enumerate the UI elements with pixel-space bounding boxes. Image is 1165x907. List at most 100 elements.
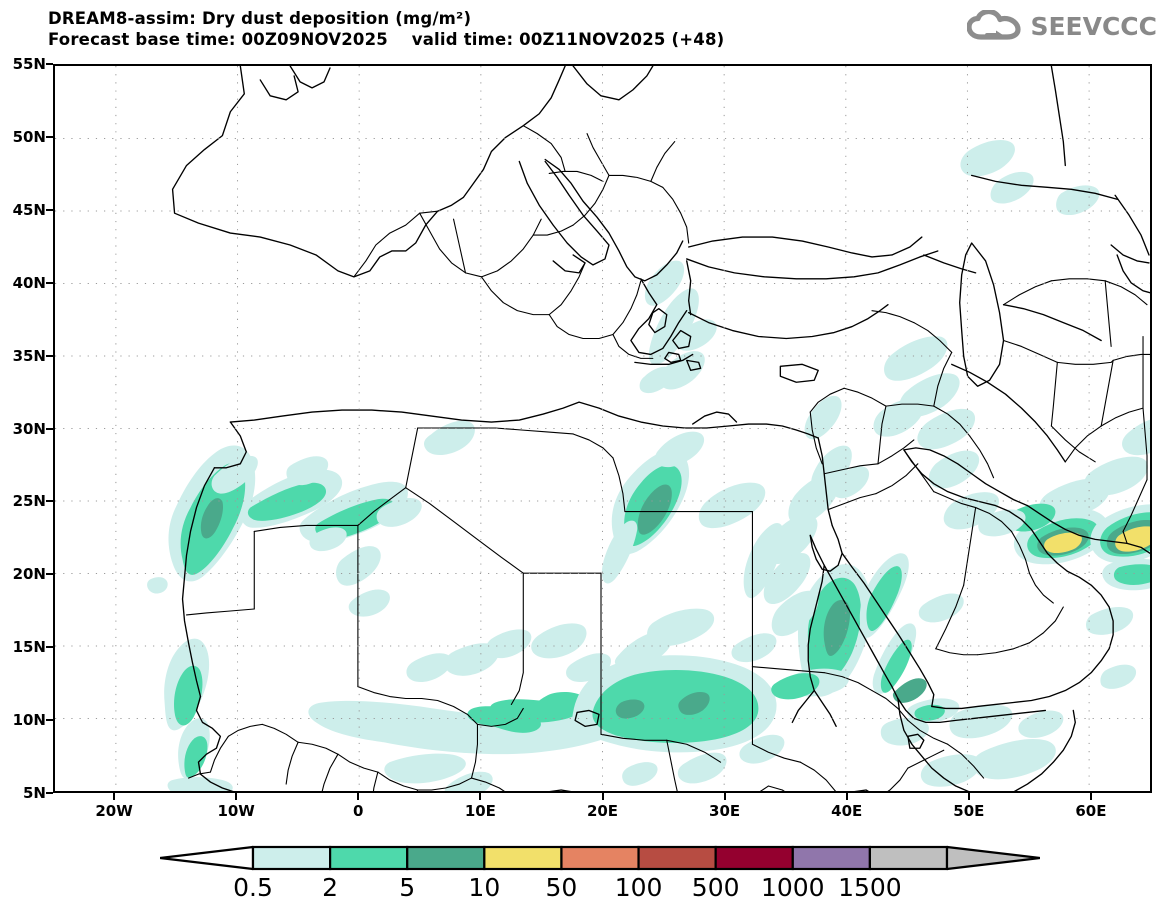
colorbar xyxy=(160,845,1040,873)
lon-tick-label-30E: 30E xyxy=(709,802,741,820)
cloud-icon xyxy=(967,10,1022,40)
contour-0p5-aegean xyxy=(648,288,699,365)
contour-0p5-hormuz-w xyxy=(978,509,1026,537)
contour-0p5-msahara xyxy=(309,527,347,552)
colorbar-label-0.5: 0.5 xyxy=(233,873,273,902)
colorbar-bin-50-100 xyxy=(560,845,640,871)
colorbar-bin-0.5-2 xyxy=(251,845,332,871)
lat-tick-mark xyxy=(46,427,53,430)
contour-0p5-algeria-c xyxy=(424,420,475,456)
lon-tick-mark xyxy=(235,793,238,800)
contour-0p5-ethiopia-s xyxy=(920,754,981,787)
lon-tick-mark xyxy=(845,793,848,800)
map-plot-area xyxy=(53,64,1152,793)
contour-0p5-levant xyxy=(804,395,842,440)
colorbar-label-100: 100 xyxy=(614,873,663,902)
forecast-time-subtitle: Forecast base time: 00Z09NOV2025 valid t… xyxy=(48,30,725,50)
lon-tick-mark xyxy=(1089,793,1092,800)
contour-0p5-morocco-s xyxy=(286,456,329,486)
lat-tick-mark xyxy=(46,573,53,576)
lon-tick-label-0: 0 xyxy=(353,802,364,820)
contour-0p5-crete xyxy=(639,366,674,394)
contour-2-chad-sudan xyxy=(592,669,759,743)
chart-title-block: DREAM8-assim: Dry dust deposition (mg/m²… xyxy=(48,8,724,51)
colorbar-label-1500: 1500 xyxy=(838,873,902,902)
lat-tick-mark xyxy=(46,135,53,138)
lat-tick-label-15N: 15N xyxy=(12,638,46,657)
lon-tick-label-40E: 40E xyxy=(831,802,863,820)
contour-2-makran-e-s xyxy=(1113,564,1150,585)
contour-0p5-jordan-e xyxy=(831,466,870,499)
colorbar-under-arrow xyxy=(160,845,255,871)
contour-5-esudan xyxy=(823,599,851,656)
lat-tick-mark xyxy=(46,646,53,649)
contour-0p5-somalia xyxy=(972,739,1056,780)
lat-tick-label-25N: 25N xyxy=(12,492,46,511)
contour-5-wsahara xyxy=(200,498,224,539)
contour-2-djibouti xyxy=(914,704,945,721)
colorbar-bin-1000-1500 xyxy=(791,845,871,871)
contour-2-gambia xyxy=(184,736,208,778)
contour-0p5-egypt-s2 xyxy=(771,590,819,637)
contour-2-redsea xyxy=(866,566,902,632)
lat-tick-label-50N: 50N xyxy=(12,127,46,146)
lat-tick-mark xyxy=(46,208,53,211)
contour-0p5-caspian-n xyxy=(990,171,1034,204)
contour-0p5-mali-e xyxy=(406,653,452,683)
seevccc-logo: SEEVCCC xyxy=(967,10,1157,42)
lon-tick-mark xyxy=(723,793,726,800)
lat-tick-label-45N: 45N xyxy=(12,200,46,219)
lat-tick-label-5N: 5N xyxy=(23,784,46,802)
lon-tick-label-60E: 60E xyxy=(1075,802,1107,820)
contour-0p5-aden xyxy=(949,704,1013,739)
lon-tick-label-50E: 50E xyxy=(953,802,985,820)
colorbar-label-500: 500 xyxy=(691,873,740,902)
contour-2-senegal xyxy=(174,665,203,726)
contour-0p5-iraq-s xyxy=(917,408,976,450)
page-title: DREAM8-assim: Dry dust deposition (mg/m²… xyxy=(48,9,472,28)
lat-tick-mark xyxy=(46,792,53,794)
lon-tick-mark xyxy=(479,793,482,800)
contour-0p5-egypt-nile xyxy=(766,514,818,564)
contour-5-chad xyxy=(678,692,710,715)
colorbar-bin->1500 xyxy=(868,845,949,871)
contour-5-eritrea xyxy=(892,678,927,703)
gridlines xyxy=(55,66,1150,791)
contour-0p5-jordan xyxy=(811,445,852,491)
contour-0p5-niger-n2 xyxy=(444,643,499,676)
contour-0p5-sudan-w xyxy=(731,633,777,663)
dust-contour-field xyxy=(147,140,1150,791)
contour-0p5-oman xyxy=(1086,607,1134,635)
lon-tick-label-20E: 20E xyxy=(586,802,619,820)
lat-tick-mark xyxy=(46,354,53,357)
lat-tick-mark xyxy=(46,63,53,65)
contour-5-chad-core2 xyxy=(615,699,645,719)
colorbar-bin-10-50 xyxy=(483,845,563,871)
contour-0p5-cyrenaica xyxy=(698,482,766,529)
colorbar-bin-2-5 xyxy=(329,845,409,871)
contour-0p5-libya-tail xyxy=(601,520,638,584)
contour-0p5-cameroon xyxy=(622,762,658,786)
lon-tick-mark xyxy=(967,793,970,800)
lat-tick-label-35N: 35N xyxy=(12,346,46,365)
contour-0p5-gulf-n xyxy=(928,450,980,489)
contour-2-esudan-s xyxy=(771,673,820,700)
contour-0p5-chad-n2 xyxy=(647,608,715,647)
lon-tick-mark xyxy=(357,793,360,800)
lon-tick-label-10E: 10E xyxy=(464,802,496,820)
lon-tick-label-20W: 20W xyxy=(95,802,133,820)
contour-0p5-kazakhstan xyxy=(960,140,1015,177)
contour-0p5-algeria-s xyxy=(376,498,422,527)
colorbar-bin-5-10 xyxy=(406,845,486,871)
contour-0p5-niger-e xyxy=(531,623,587,659)
contour-2-wsahara-inland xyxy=(247,482,327,521)
lat-tick-mark xyxy=(46,281,53,284)
colorbar-bin-500-1000 xyxy=(714,845,794,871)
contour-0p5-chad-w xyxy=(566,653,612,683)
colorbar-label-50: 50 xyxy=(545,873,578,902)
lat-tick-mark xyxy=(46,719,53,722)
lon-tick-mark xyxy=(113,793,116,800)
contour-0p5-turkey-w xyxy=(675,319,717,351)
dust-deposition-map xyxy=(55,66,1150,791)
